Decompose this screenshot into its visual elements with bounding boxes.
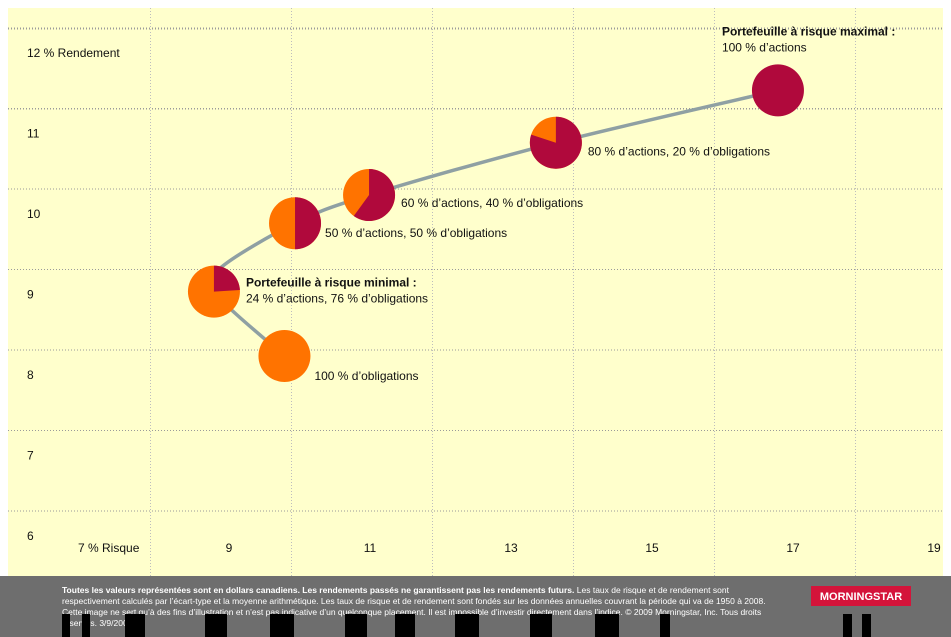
point-label: 100 % d’obligations (314, 369, 418, 383)
x-tick-label: 9 (226, 541, 233, 555)
x-tick-label: 13 (504, 541, 518, 555)
x-tick-label: 11 (364, 541, 377, 555)
disclaimer-text: Toutes les valeurs représentées sont en … (62, 585, 786, 629)
risk-return-chart: 6 7 8 9 10 11 12 % Rendement 7 % Risque 9 11 13 15 1… (8, 8, 943, 576)
pie-slice-bonds (258, 330, 311, 383)
point-title: Portefeuille à risque minimal : (246, 276, 417, 290)
x-tick-label: 15 (645, 541, 659, 555)
y-tick-label: 6 (27, 529, 34, 543)
pie-slice-stocks (213, 265, 240, 292)
point-label: 80 % d’actions, 20 % d’obligations (588, 145, 770, 159)
pie-slice-stocks (295, 197, 322, 250)
point-label: 100 % d’actions (722, 40, 807, 54)
x-tick-label: 17 (786, 541, 800, 555)
portfolio-pie (269, 197, 322, 250)
portfolio-pie (343, 169, 396, 222)
portfolio-pie (258, 330, 311, 383)
y-tick-label: 12 % Rendement (27, 46, 120, 60)
portfolio-pie (529, 116, 582, 169)
y-tick-label: 11 (27, 127, 40, 141)
logo-text: MORNINGSTAR (820, 591, 902, 603)
y-tick-label: 10 (27, 207, 41, 221)
portfolio-points: 100 % d’obligations Portefeuille à risque… (187, 24, 895, 383)
x-tick-label: 7 % Risque (78, 541, 140, 555)
point-label: 24 % d’actions, 76 % d’obligations (246, 292, 428, 306)
point-label: 50 % d’actions, 50 % d’obligations (325, 226, 507, 240)
y-tick-label: 7 (27, 449, 34, 463)
portfolio-pie (751, 64, 804, 117)
pie-slice-stocks (529, 116, 582, 169)
y-tick-label: 9 (27, 288, 34, 302)
pie-slice-stocks (751, 64, 804, 117)
disclaimer-bold: Toutes les valeurs représentées sont en … (62, 585, 575, 595)
x-tick-label: 19 (927, 541, 941, 555)
pie-slice-stocks (353, 169, 396, 222)
point-label: 60 % d’actions, 40 % d’obligations (401, 196, 583, 210)
tick-labels: 6 7 8 9 10 11 12 % Rendement 7 % Risque 9 11 13 15 1… (27, 46, 941, 555)
portfolio-pie (187, 265, 240, 318)
y-tick-label: 8 (27, 368, 34, 382)
point-title: Portefeuille à risque maximal : (722, 24, 895, 38)
morningstar-logo: MORNINGSTAR (811, 586, 911, 606)
disclaimer-body: Les taux de risque et de rendement sont … (62, 585, 766, 628)
